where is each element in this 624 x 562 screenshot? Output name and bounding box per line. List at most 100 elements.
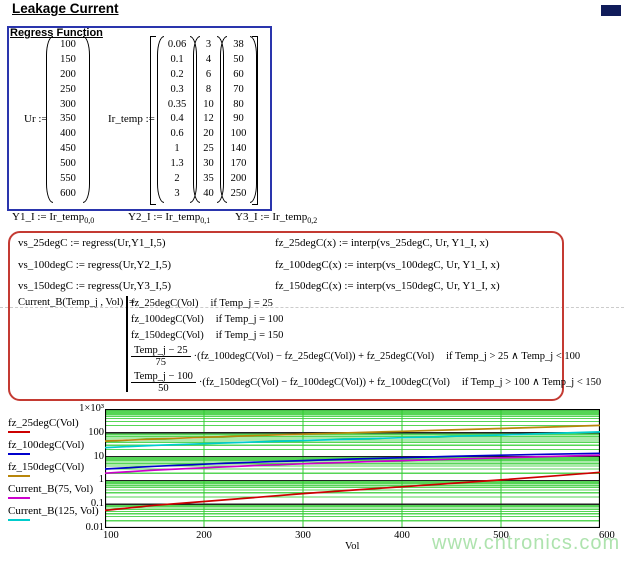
matrix-value: 60 <box>233 68 244 80</box>
right-paren <box>83 36 90 203</box>
legend-item: fz_150degC(Vol) <box>8 461 99 483</box>
legend-label: Current_B(75, Vol) <box>8 483 94 495</box>
matrix-value: 12 <box>203 113 214 125</box>
matrix-value: 4 <box>205 53 212 65</box>
ur-matrix[interactable]: 100 150 200 250 300 350 400 450 500 550 600 <box>46 36 90 203</box>
program-branch[interactable]: fz_100degC(Vol) if Temp_j = 100 <box>131 311 601 327</box>
branch-condition: if Temp_j = 150 <box>215 329 284 341</box>
matrix-value: 0.2 <box>170 68 184 80</box>
regress-assignments: vs_25degC := regress(Ur,Y1_I,5) vs_100deg… <box>18 237 171 302</box>
matrix-value: 1.3 <box>170 158 184 170</box>
matrix-assignment[interactable]: Y3_I := Ir_temp0,2 <box>235 211 318 226</box>
x-tick-label: 100 <box>103 530 119 541</box>
chart-svg <box>104 408 601 529</box>
ir-col1-values: 0.06 0.1 0.2 0.3 0.35 0.4 0.6 1 1.3 2 3 <box>164 36 190 203</box>
corner-marker <box>601 5 621 16</box>
program-branch[interactable]: Temp_j − 25 75 ·(fz_100degC(Vol) − fz_25de… <box>131 343 601 369</box>
regress-function-title[interactable]: Regress Function <box>10 27 103 39</box>
y-tick-label: 1×10³ <box>79 403 104 414</box>
regress-formula[interactable]: vs_25degC := regress(Ur,Y1_I,5) <box>18 237 166 249</box>
x-tick-label: 500 <box>493 530 509 541</box>
matrix-value: 100 <box>230 128 247 140</box>
matrix-value: 80 <box>233 98 244 110</box>
matrix-value: 300 <box>60 98 76 110</box>
ir-col3-values: 38 50 60 70 80 90 100 140 170 200 250 <box>227 36 250 203</box>
fraction: Temp_j − 100 50 <box>131 371 196 394</box>
left-paren <box>46 36 53 203</box>
program-bar <box>126 296 128 392</box>
program-branch[interactable]: fz_25degC(Vol) if Temp_j = 25 <box>131 295 601 311</box>
x-axis-label: Vol <box>345 541 360 552</box>
matrix-value: 450 <box>60 143 76 155</box>
ir-temp-col2[interactable]: 3 4 6 8 10 12 20 25 30 35 40 <box>193 36 224 203</box>
denominator: 75 <box>155 356 167 368</box>
curve-current-b-75-vol- <box>104 454 601 475</box>
interp-formula[interactable]: fz_100degC(x) := interp(vs_100degC, Ur, … <box>275 258 500 271</box>
matrix-value: 250 <box>230 187 247 199</box>
y-tick-label: 100 <box>88 426 104 438</box>
matrix-assignment[interactable]: Y1_I := Ir_temp0,0 <box>12 211 95 226</box>
program-branch[interactable]: Temp_j − 100 50 ·(fz_150degC(Vol) − fz_100… <box>131 369 601 395</box>
ir-temp-col1[interactable]: 0.06 0.1 0.2 0.3 0.35 0.4 0.6 1 1.3 2 3 <box>157 36 197 203</box>
ur-label: Ur := <box>24 113 48 125</box>
page-title[interactable]: Leakage Current <box>12 1 119 16</box>
branch-expression: ·(fz_150degC(Vol) − fz_100degC(Vol)) + f… <box>198 376 450 388</box>
interp-formula[interactable]: fz_25degC(x) := interp(vs_25degC, Ur, Y1… <box>275 237 489 249</box>
y-tick-label: 1 <box>98 474 104 486</box>
current-b-definition[interactable]: Current_B(Temp_j , Vol) := <box>18 297 135 308</box>
matrix-value: 50 <box>233 53 244 65</box>
matrix-value: 10 <box>203 98 214 110</box>
fraction: Temp_j − 25 75 <box>131 345 191 368</box>
matrix-value: 1 <box>174 143 180 155</box>
x-tick-label: 400 <box>394 530 410 541</box>
watermark: www.cntronics.com <box>432 532 621 554</box>
matrix-assignment[interactable]: Y2_I := Ir_temp0,1 <box>128 211 211 226</box>
legend-line <box>8 453 30 455</box>
interp-assignments: fz_25degC(x) := interp(vs_25degC, Ur, Y1… <box>275 237 500 302</box>
branch-expression: fz_100degC(Vol) <box>131 313 204 325</box>
matrix-value: 170 <box>230 158 247 170</box>
matrix-value: 6 <box>205 68 212 80</box>
curve-fz-100degc-vol- <box>104 452 601 470</box>
matrix-value: 20 <box>203 128 214 140</box>
matrix-value: 70 <box>233 83 244 95</box>
matrix-value: 250 <box>60 83 76 95</box>
legend-label: fz_25degC(Vol) <box>8 417 79 429</box>
regress-function-region <box>7 26 272 211</box>
matrix-value: 40 <box>203 187 214 199</box>
legend-item: Current_B(75, Vol) <box>8 483 99 505</box>
matrix-value: 25 <box>203 143 214 155</box>
branch-expression: ·(fz_100degC(Vol) − fz_25degC(Vol)) + fz… <box>193 350 435 362</box>
matrix-value: 200 <box>230 173 247 185</box>
left-paren <box>157 36 164 203</box>
ir-temp-label: Ir_temp := <box>108 113 155 125</box>
ir-temp-col3[interactable]: 38 50 60 70 80 90 100 140 170 200 250 <box>220 36 257 203</box>
legend-label: Current_B(125, Vol) <box>8 505 99 517</box>
legend-line <box>8 497 30 499</box>
regress-formula[interactable]: vs_100degC := regress(Ur,Y2_I,5) <box>18 258 172 271</box>
matrix-value: 2 <box>174 173 180 185</box>
matrix-value: 0.3 <box>170 83 184 95</box>
interp-formula[interactable]: fz_150degC(x) := interp(vs_150degC, Ur, … <box>275 280 500 292</box>
branch-expression: fz_150degC(Vol) <box>131 329 204 341</box>
legend-line <box>8 519 30 521</box>
legend-line <box>8 431 30 433</box>
matrix-value: 3 <box>174 187 180 199</box>
legend-line <box>8 475 30 477</box>
right-bracket <box>252 36 258 205</box>
leakage-chart[interactable] <box>104 408 601 529</box>
regress-formula[interactable]: vs_150degC := regress(Ur,Y3_I,5) <box>18 280 172 292</box>
page-break-line <box>0 307 624 308</box>
interpolation-region <box>8 231 564 401</box>
branch-condition: if Temp_j = 100 <box>215 313 284 325</box>
legend-label: fz_150degC(Vol) <box>8 461 85 473</box>
ir-col2-values: 3 4 6 8 10 12 20 25 30 35 40 <box>200 36 217 203</box>
matrix-value: 90 <box>233 113 244 125</box>
matrix-value: 0.4 <box>170 113 184 125</box>
legend-item: fz_100degC(Vol) <box>8 439 99 461</box>
legend-item: fz_25degC(Vol) <box>8 417 99 439</box>
matrix-value: 200 <box>60 68 76 80</box>
program-branch[interactable]: fz_150degC(Vol) if Temp_j = 150 <box>131 327 601 343</box>
matrix-value: 550 <box>60 173 76 185</box>
